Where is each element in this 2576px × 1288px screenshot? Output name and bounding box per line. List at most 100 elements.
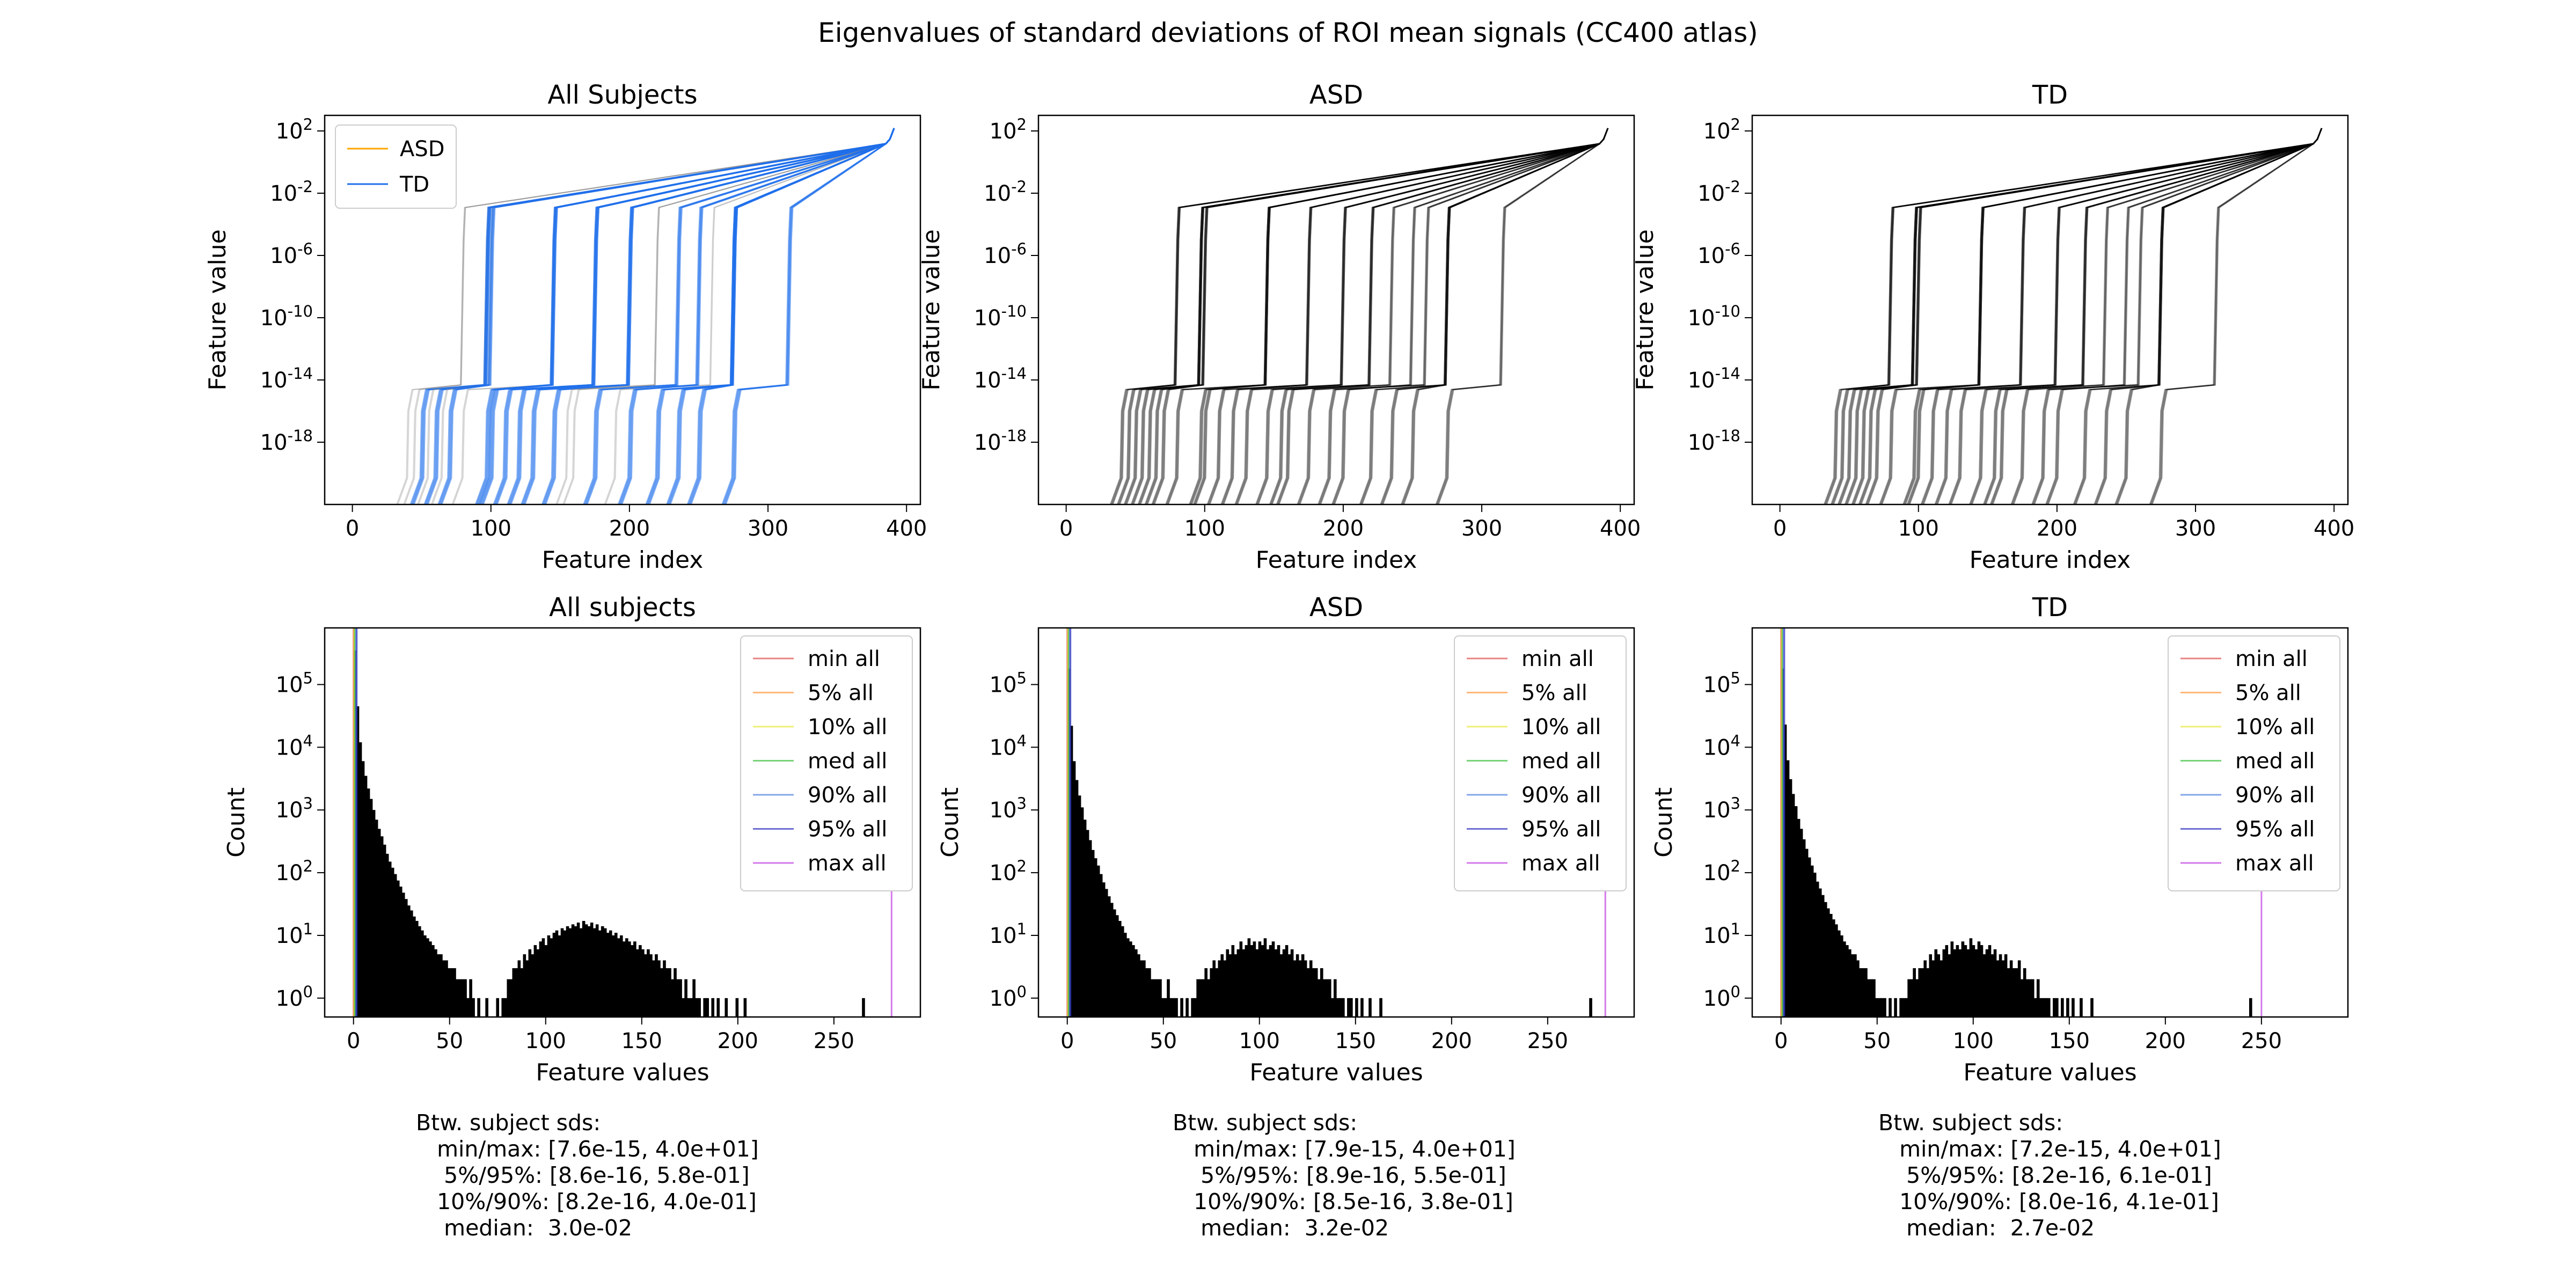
curve <box>2114 128 2323 504</box>
hist-bar <box>1878 998 1881 1017</box>
hist-bar <box>587 926 591 1017</box>
curve <box>1277 128 1609 504</box>
legend-label: ASD <box>400 137 445 162</box>
legend-box <box>2168 635 2340 891</box>
curve <box>1112 128 1609 504</box>
hist-bar <box>383 844 386 1017</box>
y-tick-label: 105 <box>1703 669 1740 698</box>
curve <box>2031 128 2323 504</box>
legend-label: 10% all <box>2235 715 2315 740</box>
curve <box>1221 128 1609 504</box>
panel-title: TD <box>2032 592 2068 623</box>
hist-bar <box>1202 979 1205 1017</box>
hist-bar <box>595 924 599 1017</box>
hist-bar <box>706 998 709 1017</box>
curve <box>2012 128 2323 504</box>
hist-bar <box>369 799 373 1017</box>
hist-bar <box>582 921 586 1017</box>
hist-bar <box>453 968 456 1017</box>
x-axis-label: Feature values <box>1963 1059 2136 1086</box>
hist-bar <box>1988 945 1992 1017</box>
hist-bar <box>1088 840 1092 1017</box>
y-tick-label: 102 <box>990 115 1027 144</box>
hist-bar <box>1926 968 1930 1017</box>
hist-bar <box>652 960 655 1017</box>
x-tick-label: 150 <box>1335 1029 1376 1053</box>
hist-bar <box>1802 839 1806 1017</box>
hist-bar <box>504 998 508 1017</box>
x-tick-label: 100 <box>525 1029 566 1053</box>
hist-bar <box>1266 949 1270 1017</box>
curve <box>1936 128 2323 504</box>
curve <box>1269 128 1609 504</box>
hist-bar <box>665 968 669 1017</box>
curve <box>1271 128 1609 504</box>
legend-box <box>335 125 457 209</box>
hist-bar <box>1589 998 1592 1017</box>
hist-bar <box>1075 780 1079 1017</box>
x-tick-label: 300 <box>748 516 788 541</box>
x-tick-label: 200 <box>2145 1029 2186 1053</box>
panel-title: ASD <box>1309 592 1363 623</box>
hist-bar <box>1875 998 1878 1017</box>
hist-bar <box>523 954 526 1017</box>
hist-bar <box>1864 968 1868 1017</box>
hist-bar <box>367 788 370 1017</box>
x-tick-label: 50 <box>1863 1029 1891 1053</box>
y-tick-label: 101 <box>276 920 313 948</box>
hist-bar <box>1969 938 1973 1017</box>
hist-bar <box>1993 949 1997 1017</box>
hist-bar <box>560 928 564 1017</box>
hist-bar <box>668 968 671 1017</box>
hist-bar <box>1339 998 1342 1017</box>
curve <box>1132 128 1609 504</box>
curve <box>1435 128 1609 504</box>
curve <box>2011 128 2323 504</box>
hist-bar <box>2001 960 2005 1017</box>
hist-bar <box>2031 979 2035 1017</box>
curve <box>1381 128 1609 504</box>
hist-bar <box>547 935 551 1017</box>
hist-bar <box>423 935 427 1017</box>
legend-label: max all <box>1521 851 1600 876</box>
hist-bar <box>1099 874 1103 1017</box>
curve <box>1111 128 1609 504</box>
hist-bar <box>2036 979 2040 1017</box>
asd-curve <box>404 128 895 504</box>
hist-bar <box>1070 726 1073 1017</box>
hist-bar <box>1148 968 1151 1017</box>
stats-all: Btw. subject sds: min/max: [7.6e-15, 4.0… <box>416 1110 759 1241</box>
hist-bar <box>1298 960 1302 1017</box>
curve <box>1920 128 2323 504</box>
y-tick-label: 105 <box>276 669 313 698</box>
curve <box>1934 128 2323 504</box>
hist-bar <box>684 979 687 1017</box>
curve <box>1118 128 1609 504</box>
hist-bar <box>1236 949 1240 1017</box>
hist-bar <box>2023 968 2026 1017</box>
hist-bar <box>2066 998 2069 1017</box>
hist-bar <box>1945 945 1949 1017</box>
hist-bar <box>1347 998 1350 1017</box>
curve <box>2010 128 2323 504</box>
hist-bar <box>614 933 618 1017</box>
x-tick-label: 150 <box>621 1029 662 1053</box>
hist-bar <box>2007 968 2010 1017</box>
y-axis-label: Feature value <box>204 229 231 390</box>
hist-bar <box>1843 941 1846 1017</box>
td-curve <box>621 128 895 504</box>
hist-bar <box>541 938 545 1017</box>
figure-title: Eigenvalues of standard deviations of RO… <box>818 17 1758 48</box>
hist-bar <box>2055 998 2059 1017</box>
hist-bar <box>1982 954 1986 1017</box>
curve <box>1982 128 2323 504</box>
hist-bar <box>1123 933 1127 1017</box>
curve <box>2046 128 2323 504</box>
curve <box>1949 128 2323 504</box>
hist-bar <box>458 979 462 1017</box>
hist-bar <box>1328 979 1331 1017</box>
hist-bar <box>558 935 561 1017</box>
legend-label: 10% all <box>1521 715 1601 740</box>
hist-bar <box>682 998 685 1017</box>
hist-bar <box>377 829 381 1017</box>
